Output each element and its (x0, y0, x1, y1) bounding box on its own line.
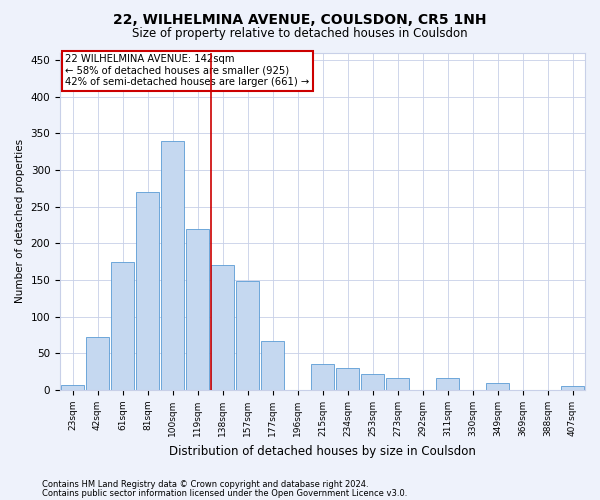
Bar (61, 385, 85, 390)
Bar (260, 341, 284, 390)
Bar (161, 140, 184, 390)
Bar (560, 386, 584, 390)
Bar (436, 378, 460, 390)
Bar (110, 262, 134, 390)
Bar (361, 374, 385, 390)
Text: 22 WILHELMINA AVENUE: 142sqm
← 58% of detached houses are smaller (925)
42% of s: 22 WILHELMINA AVENUE: 142sqm ← 58% of de… (65, 54, 310, 88)
Text: Contains public sector information licensed under the Open Government Licence v3: Contains public sector information licen… (42, 488, 407, 498)
Bar (136, 192, 160, 390)
Bar (335, 368, 359, 390)
Bar (485, 382, 509, 390)
Bar (311, 364, 334, 390)
Text: 22, WILHELMINA AVENUE, COULSDON, CR5 1NH: 22, WILHELMINA AVENUE, COULSDON, CR5 1NH (113, 12, 487, 26)
X-axis label: Distribution of detached houses by size in Coulsdon: Distribution of detached houses by size … (169, 444, 476, 458)
Bar (386, 378, 409, 390)
Bar (236, 282, 259, 390)
Text: Size of property relative to detached houses in Coulsdon: Size of property relative to detached ho… (132, 28, 468, 40)
Bar (86, 337, 109, 390)
Bar (185, 228, 209, 390)
Y-axis label: Number of detached properties: Number of detached properties (15, 139, 25, 304)
Text: Contains HM Land Registry data © Crown copyright and database right 2024.: Contains HM Land Registry data © Crown c… (42, 480, 368, 489)
Bar (211, 266, 235, 390)
